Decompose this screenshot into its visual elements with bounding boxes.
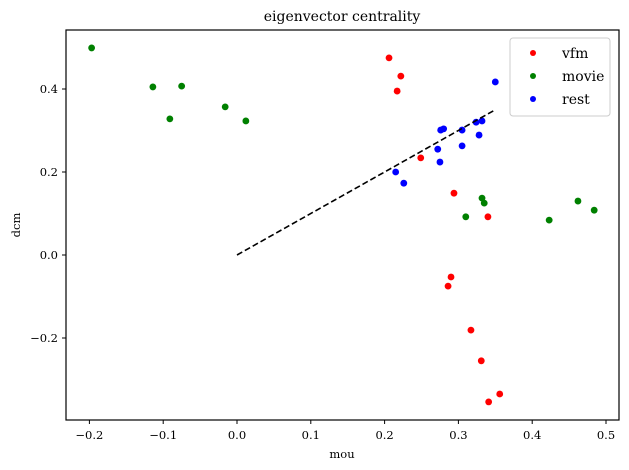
data-point-rest [475, 131, 483, 139]
dashed-line [236, 109, 496, 256]
data-point-movie [88, 44, 96, 52]
legend-marker-movie-icon [530, 73, 536, 79]
data-point-movie [166, 115, 174, 123]
x-tick-label: 0.1 [302, 428, 320, 442]
data-point-movie [480, 199, 488, 207]
x-tick-label: 0.0 [228, 428, 246, 442]
data-point-vfm [484, 213, 492, 221]
data-point-vfm [417, 154, 425, 162]
y-tick-label: 0.4 [40, 82, 58, 96]
data-point-vfm [397, 72, 405, 80]
data-point-rest [478, 117, 486, 125]
data-point-movie [545, 216, 553, 224]
x-axis-label: mou [329, 447, 354, 461]
x-tick-label: 0.2 [375, 428, 393, 442]
x-tick-label: −0.2 [75, 428, 103, 442]
legend-label-vfm: vfm [561, 46, 588, 62]
plot-frame [65, 29, 620, 421]
data-point-rest [434, 145, 442, 153]
data-point-vfm [447, 273, 455, 281]
data-point-rest [458, 142, 466, 150]
diagonal-reference-line [236, 109, 496, 256]
data-point-rest [491, 78, 499, 86]
data-point-vfm [385, 54, 393, 62]
data-point-rest [436, 158, 444, 166]
data-point-vfm [444, 282, 452, 290]
data-point-vfm [393, 87, 401, 95]
data-point-movie [574, 197, 582, 205]
data-point-movie [221, 103, 229, 111]
y-tick-label: −0.2 [30, 331, 58, 345]
x-tick-label: 0.4 [523, 428, 541, 442]
data-point-vfm [485, 398, 493, 406]
legend: vfm movie rest [509, 37, 611, 117]
data-point-movie [590, 206, 598, 214]
data-point-vfm [467, 326, 475, 334]
x-tick-label: 0.5 [597, 428, 615, 442]
legend-marker-rest-icon [530, 96, 536, 102]
legend-box [509, 37, 611, 117]
chart-title: eigenvector centrality [264, 9, 421, 25]
data-point-rest [392, 168, 400, 176]
data-point-rest [400, 179, 408, 187]
data-point-movie [462, 213, 470, 221]
x-axis-ticks: −0.2 −0.1 0.0 0.1 0.2 0.3 0.4 0.5 [75, 420, 615, 442]
data-point-movie [242, 117, 250, 125]
y-axis-ticks: −0.2 0.0 0.2 0.4 [30, 82, 66, 345]
y-tick-label: 0.2 [40, 165, 58, 179]
data-point-vfm [496, 390, 504, 398]
data-point-vfm [450, 189, 458, 197]
data-point-movie [178, 82, 186, 90]
legend-label-movie: movie [562, 69, 604, 85]
data-points [88, 44, 598, 406]
x-tick-label: 0.3 [449, 428, 467, 442]
data-point-movie [149, 83, 157, 91]
y-axis-label: dcm [9, 213, 23, 238]
legend-marker-vfm-icon [530, 50, 536, 56]
x-tick-label: −0.1 [149, 428, 177, 442]
data-point-rest [440, 125, 448, 133]
y-tick-label: 0.0 [40, 248, 58, 262]
legend-label-rest: rest [562, 92, 590, 108]
data-point-vfm [477, 357, 485, 365]
data-point-rest [458, 126, 466, 134]
